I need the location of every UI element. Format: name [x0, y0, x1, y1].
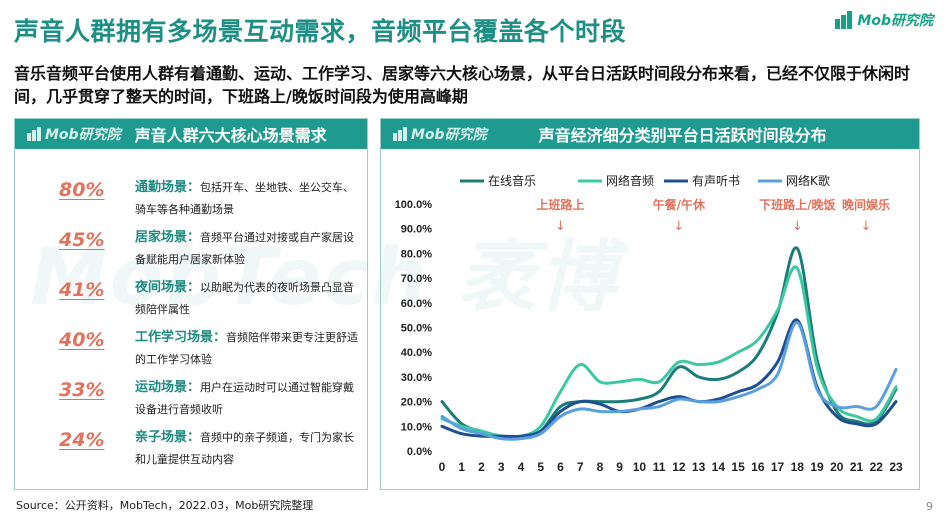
scenes-panel-header: Mob研究院 声音人群六大核心场景需求 [15, 119, 367, 149]
x-tick-label: 22 [870, 460, 884, 474]
x-tick-label: 8 [597, 460, 604, 474]
y-tick-label: 0.0% [407, 446, 432, 458]
scene-percentage: 40% [59, 329, 105, 351]
y-tick-label: 50.0% [401, 323, 432, 335]
y-tick-label: 60.0% [401, 298, 432, 310]
x-tick-label: 13 [692, 460, 706, 474]
y-tick-label: 90.0% [401, 224, 432, 236]
scene-description: 通勤场景：包括开车、坐地铁、坐公交车、骑车等各种通勤场景 [135, 177, 361, 221]
x-tick-label: 3 [498, 460, 505, 474]
peak-annotation-label: 上班路上 [536, 197, 584, 212]
peak-annotation-label: 午餐/午休 [653, 197, 706, 212]
scenes-panel-title: 声音人群六大核心场景需求 [134, 126, 327, 145]
scene-percentage: 80% [59, 179, 105, 201]
x-tick-label: 9 [616, 460, 623, 474]
scene-item: 80% 通勤场景：包括开车、坐地铁、坐公交车、骑车等各种通勤场景 [15, 179, 369, 229]
scene-percentage: 45% [59, 229, 105, 251]
x-tick-label: 17 [771, 460, 785, 474]
series-line [440, 265, 898, 439]
scene-percentage: 33% [59, 379, 105, 401]
x-tick-label: 7 [577, 460, 584, 474]
x-tick-label: 12 [672, 460, 686, 474]
logo-bars-icon [393, 127, 407, 141]
scene-name: 工作学习场景： [135, 330, 227, 345]
x-tick-label: 4 [518, 460, 525, 474]
x-tick-label: 19 [810, 460, 824, 474]
scene-item: 41% 夜间场景：以助眠为代表的夜听场景凸显音频陪伴属性 [15, 279, 369, 329]
peak-annotation-label: 下班路上/晚饭 [759, 197, 835, 212]
x-tick-label: 20 [830, 460, 844, 474]
x-tick-label: 18 [791, 460, 805, 474]
scene-detail: 音频平台通过对接或自产家居设备赋能用户居家新体验 [135, 231, 355, 266]
y-tick-label: 40.0% [401, 347, 432, 359]
page-number: 9 [926, 500, 933, 513]
panel-logo: Mob研究院 [27, 124, 121, 144]
panel-logo-text: Mob研究院 [411, 127, 487, 143]
scene-percentage: 41% [59, 279, 105, 301]
scene-detail: 音频陪伴带来更专注更舒适的工作学习体验 [135, 331, 359, 366]
legend-label: 网络K歌 [786, 173, 830, 188]
scene-item: 45% 居家场景：音频平台通过对接或自产家居设备赋能用户居家新体验 [15, 229, 369, 279]
legend-label: 网络音频 [606, 173, 654, 188]
y-tick-label: 80.0% [401, 248, 432, 260]
y-tick-label: 70.0% [401, 273, 432, 285]
x-tick-label: 6 [557, 460, 564, 474]
x-tick-label: 23 [889, 460, 903, 474]
chart-panel: Mob研究院 声音经济细分类别平台日活跃时间段分布 [380, 118, 920, 490]
y-tick-label: 100.0% [395, 199, 433, 211]
x-tick-label: 15 [731, 460, 745, 474]
source-note: Source：公开资料，MobTech，2022.03，Mob研究院整理 [16, 499, 314, 512]
x-tick-label: 21 [850, 460, 864, 474]
x-tick-label: 14 [712, 460, 726, 474]
peak-annotation-label: 晚间娱乐 [842, 197, 890, 212]
scene-item: 40% 工作学习场景：音频陪伴带来更专注更舒适的工作学习体验 [15, 329, 369, 379]
down-arrow-icon: ↓ [861, 219, 872, 234]
brand-logo: Mob研究院 [835, 10, 933, 30]
scene-detail: 用户在运动时可以通过智能穿戴设备进行音频收听 [135, 381, 355, 416]
scene-description: 运动场景：用户在运动时可以通过智能穿戴设备进行音频收听 [135, 377, 361, 421]
y-tick-label: 10.0% [401, 421, 432, 433]
scene-detail: 包括开车、坐地铁、坐公交车、骑车等各种通勤场景 [135, 181, 355, 216]
legend-label: 在线音乐 [488, 173, 536, 188]
scenes-panel: Mob研究院 声音人群六大核心场景需求 80% 通勤场景：包括开车、坐地铁、坐公交… [14, 118, 368, 490]
scene-name: 居家场景： [135, 230, 201, 245]
down-arrow-icon: ↓ [792, 219, 803, 234]
down-arrow-icon: ↓ [555, 219, 566, 234]
x-tick-label: 16 [751, 460, 765, 474]
hourly-activity-chart: 0.0% 10.0% 20.0% 30.0% 40.0% 50.0% 60.0% 70.0% 8… [395, 173, 903, 474]
x-tick-label: 2 [478, 460, 485, 474]
scene-name: 亲子场景： [135, 430, 201, 445]
logo-bars-icon [27, 127, 41, 141]
legend-label: 有声听书 [692, 174, 740, 188]
chart-panel-title: 声音经济细分类别平台日活跃时间段分布 [538, 126, 827, 145]
scene-name: 运动场景： [135, 380, 201, 395]
series-line [440, 321, 898, 441]
scene-percentage: 24% [59, 429, 105, 451]
logo-text: Mob研究院 [857, 13, 933, 29]
scene-description: 居家场景：音频平台通过对接或自产家居设备赋能用户居家新体验 [135, 227, 361, 271]
logo-bars-icon [835, 11, 853, 29]
scene-item: 24% 亲子场景：音频中的亲子频道，专门为家长和儿童提供互动内容 [15, 429, 369, 479]
scene-description: 夜间场景：以助眠为代表的夜听场景凸显音频陪伴属性 [135, 277, 361, 321]
y-tick-label: 30.0% [401, 372, 432, 384]
scene-name: 夜间场景： [135, 280, 201, 295]
down-arrow-icon: ↓ [673, 219, 684, 234]
page-subtitle: 音乐音频平台使用人群有着通勤、运动、工作学习、居家等六大核心场景，从平台日活跃时… [14, 64, 911, 106]
x-tick-label: 11 [653, 460, 666, 474]
scene-item: 33% 运动场景：用户在运动时可以通过智能穿戴设备进行音频收听 [15, 379, 369, 429]
scene-description: 亲子场景：音频中的亲子频道，专门为家长和儿童提供互动内容 [135, 427, 361, 471]
scene-detail: 音频中的亲子频道，专门为家长和儿童提供互动内容 [135, 431, 355, 466]
chart-panel-header: Mob研究院 声音经济细分类别平台日活跃时间段分布 [381, 119, 919, 149]
scene-detail: 以助眠为代表的夜听场景凸显音频陪伴属性 [135, 281, 355, 316]
x-tick-label: 10 [633, 460, 647, 474]
x-tick-label: 5 [537, 460, 544, 474]
page-title: 声音人群拥有多场景互动需求，音频平台覆盖各个时段 [14, 17, 627, 46]
x-tick-label: 0 [439, 460, 446, 474]
panel-logo-text: Mob研究院 [45, 127, 121, 143]
scene-name: 通勤场景： [135, 180, 201, 195]
panel-logo: Mob研究院 [393, 124, 487, 144]
x-tick-label: 1 [458, 460, 465, 474]
scene-description: 工作学习场景：音频陪伴带来更专注更舒适的工作学习体验 [135, 327, 361, 371]
y-tick-label: 20.0% [401, 397, 432, 409]
